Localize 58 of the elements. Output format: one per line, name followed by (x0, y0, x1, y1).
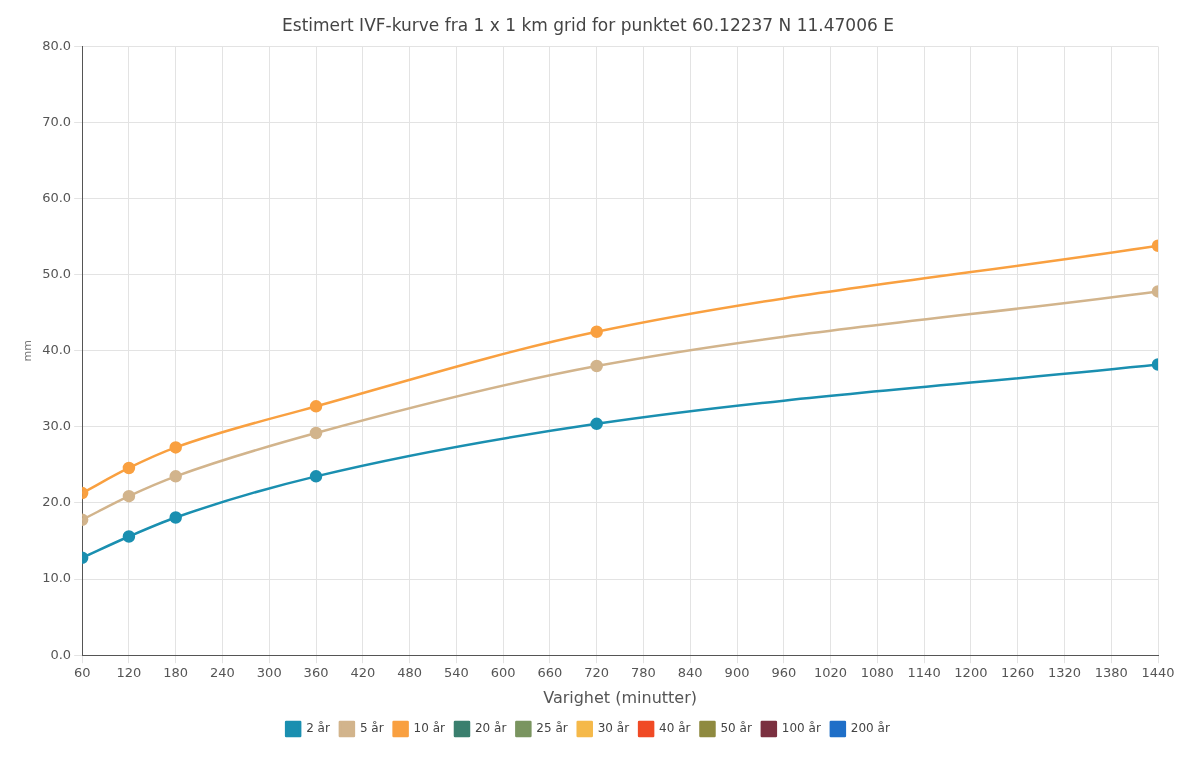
x-tick-label: 1080 (860, 665, 894, 681)
point (590, 325, 603, 339)
y-tick-label: 0.0 (50, 646, 72, 662)
x-tick-label: 1020 (814, 665, 848, 681)
point (309, 470, 323, 483)
point (169, 441, 182, 454)
x-tick-label: 60 (73, 665, 91, 681)
x-tick-label: 1320 (1047, 665, 1081, 681)
x-tick-label: 1440 (1141, 665, 1175, 681)
y-axis-title: mm (21, 340, 35, 362)
chart-title: Estimert IVF-kurve fra 1 x 1 km grid for punktet 60.12237 N 11.47006 E (282, 14, 894, 35)
x-tick-label: 480 (397, 665, 422, 681)
legend-label: 10 år (413, 721, 446, 736)
x-tick-label: 780 (631, 665, 656, 681)
point (169, 511, 182, 524)
legend-label: 25 år (536, 721, 568, 736)
x-tick-label: 1140 (907, 665, 941, 681)
point (122, 489, 136, 503)
x-tick-label: 1380 (1094, 665, 1128, 681)
y-tick-label: 10.0 (42, 570, 72, 586)
x-tick-label: 420 (350, 665, 376, 681)
y-tick-label: 60.0 (42, 189, 72, 205)
legend-label: 5 år (359, 721, 384, 736)
legend-label: 50 år (720, 721, 752, 736)
point (590, 359, 603, 373)
legend-label: 100 år (781, 721, 821, 736)
x-tick-label: 300 (256, 665, 282, 681)
legend-label: 40 år (659, 721, 691, 736)
legend-label: 20 år (474, 721, 507, 736)
y-tick-label: 70.0 (42, 113, 72, 129)
point (309, 400, 323, 413)
x-tick-label: 1260 (1001, 665, 1035, 681)
x-tick-label: 540 (443, 665, 469, 681)
x-tick-label: 960 (771, 665, 797, 681)
x-tick-label: 240 (210, 665, 235, 681)
x-tick-label: 660 (537, 665, 563, 681)
x-tick-label: 600 (490, 665, 516, 681)
y-tick-label: 30.0 (42, 418, 72, 434)
point (122, 461, 136, 475)
y-tick-label: 50.0 (42, 266, 72, 282)
legend-label: 200 år (850, 721, 890, 736)
x-tick-label: 840 (677, 665, 703, 681)
legend-label: 30 år (597, 721, 630, 736)
x-tick-label: 120 (116, 665, 142, 681)
point (590, 417, 603, 431)
x-tick-label: 720 (584, 665, 610, 681)
legend-label: 2 år (306, 721, 330, 736)
x-tick-label: 900 (724, 665, 750, 681)
x-tick-label: 360 (303, 665, 329, 681)
x-tick-label: 180 (163, 665, 189, 681)
point (169, 470, 182, 483)
x-tick-label: 1200 (954, 665, 988, 681)
y-tick-label: 80.0 (42, 37, 72, 53)
x-axis-title: Varighet (minutter) (543, 687, 697, 707)
point (309, 426, 323, 440)
point (122, 530, 136, 543)
y-tick-label: 20.0 (42, 494, 72, 510)
y-tick-label: 40.0 (42, 342, 72, 358)
